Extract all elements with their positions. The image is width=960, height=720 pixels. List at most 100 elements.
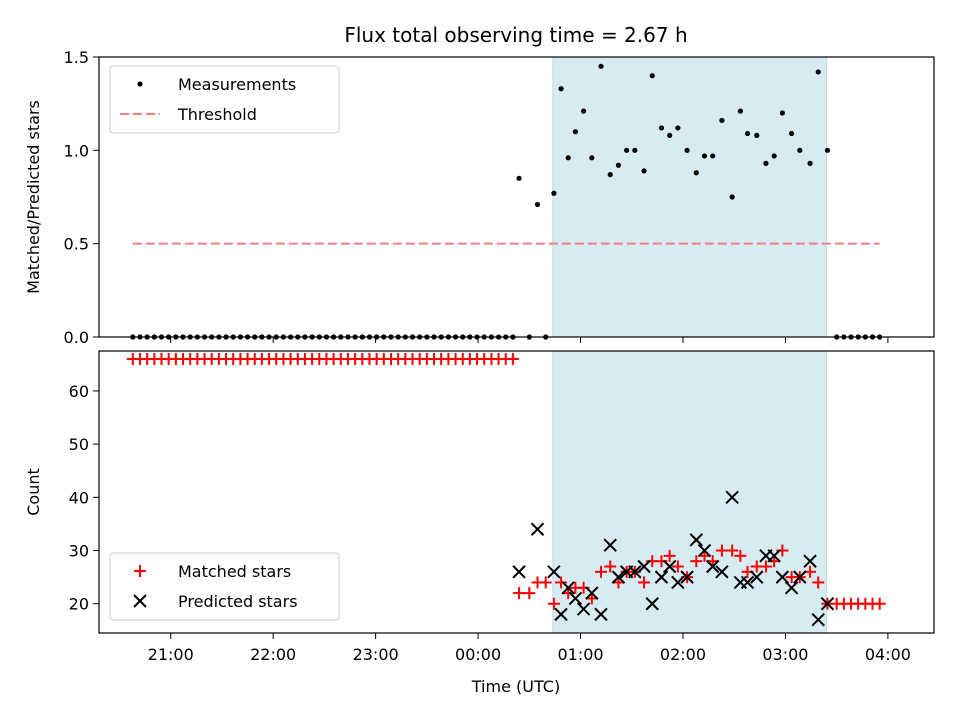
- predicted-star-point: [530, 522, 545, 536]
- measurement-point: [675, 125, 681, 131]
- measurement-point: [632, 147, 638, 153]
- legend: Measurements Threshold: [109, 65, 340, 134]
- matched-star-point: [638, 576, 651, 589]
- measurement-point: [581, 108, 587, 114]
- predicted-star-point: [715, 565, 729, 579]
- predicted-star-point: [775, 570, 790, 584]
- measurement-point: [658, 125, 665, 131]
- predicted-star-point: [645, 597, 659, 611]
- measurement-point: [737, 108, 743, 114]
- predicted-star-point: [740, 575, 755, 590]
- legend-marker: [134, 565, 146, 577]
- measurement-point: [624, 147, 630, 153]
- legend-box: [109, 65, 340, 134]
- series-measurements: [130, 63, 883, 340]
- measurement-point: [516, 175, 522, 181]
- y-tick-label: 20: [69, 595, 89, 614]
- matched-star-point: [506, 352, 519, 365]
- measurement-point: [815, 69, 821, 75]
- legend-entry: Matched stars: [134, 562, 291, 581]
- measurement-point: [779, 110, 785, 116]
- count-panel: 20 30 40 50 60 21:00 22:00 23:00 00:00 01:00 02:00…: [24, 350, 935, 664]
- predicted-star-point: [654, 570, 669, 584]
- predicted-star-point: [576, 602, 591, 616]
- measurement-point: [701, 153, 708, 159]
- y-tick-label: 40: [69, 488, 89, 507]
- legend-entry: Threshold: [120, 105, 257, 124]
- measurement-point: [744, 130, 751, 137]
- matched-star-point: [671, 560, 684, 573]
- matched-star-point: [726, 544, 739, 557]
- measurement-point: [534, 201, 541, 208]
- measurement-point: [607, 172, 613, 178]
- y-axis-label: Count: [24, 468, 43, 516]
- matched-star-point: [715, 544, 728, 557]
- x-tick-label: 00:00: [455, 645, 501, 664]
- measurement-point: [807, 160, 813, 166]
- y-tick-label: 1.0: [64, 141, 89, 160]
- matched-star-point: [555, 576, 568, 589]
- x-tick-label: 04:00: [865, 645, 911, 664]
- x-tick-label: 21:00: [148, 645, 194, 664]
- legend: Matched stars Predicted stars: [109, 552, 340, 621]
- measurement-point: [719, 117, 725, 124]
- matched-star-point: [690, 555, 703, 568]
- predicted-star-point: [594, 607, 608, 622]
- measurement-point: [763, 160, 769, 166]
- measurement-point: [667, 132, 673, 138]
- x-tick-label: 23:00: [353, 645, 399, 664]
- matched-star-point: [812, 576, 825, 589]
- measurement-point: [558, 86, 564, 92]
- measurement-point: [572, 129, 579, 135]
- y-tick-label: 60: [69, 382, 89, 401]
- measurement-point: [729, 194, 735, 200]
- matched-star-point: [663, 549, 676, 562]
- predicted-star-point: [547, 565, 561, 579]
- matched-star-point: [523, 587, 536, 600]
- measurement-point: [824, 147, 831, 153]
- x-tick-label: 02:00: [660, 645, 706, 664]
- predicted-star-point: [767, 549, 781, 563]
- matched-star-point: [873, 597, 886, 610]
- predicted-star-point: [628, 565, 642, 579]
- matched-star-point: [539, 576, 552, 589]
- predicted-star-point: [803, 554, 817, 568]
- matched-star-point: [759, 560, 772, 573]
- measurement-point: [565, 155, 571, 161]
- x-tick-label: 01:00: [557, 645, 603, 664]
- matched-star-point: [513, 587, 526, 600]
- y-axis-label: Matched/Predicted stars: [24, 100, 43, 294]
- predicted-star-point: [585, 586, 599, 600]
- predicted-star-point: [561, 581, 575, 595]
- predicted-star-point: [611, 570, 626, 584]
- x-tick-label: 03:00: [762, 645, 808, 664]
- predicted-star-point: [512, 565, 526, 579]
- measurement-point: [551, 190, 557, 196]
- predicted-star-point: [689, 533, 704, 547]
- legend-entry: Predicted stars: [133, 592, 298, 611]
- measurement-point: [684, 147, 690, 153]
- legend-label: Matched stars: [178, 562, 291, 581]
- matched-star-point: [604, 560, 617, 573]
- y-tick-label: 1.5: [64, 48, 89, 67]
- predicted-star-point: [811, 612, 825, 627]
- measurement-point: [754, 132, 760, 138]
- observing-span-shade: [552, 56, 827, 338]
- observing-span-shade: [552, 350, 827, 634]
- x-tick-label: 22:00: [250, 645, 296, 664]
- matched-star-point: [547, 597, 560, 610]
- matched-star-point: [734, 549, 747, 562]
- y-tick-label: 0.0: [64, 328, 89, 347]
- predicted-star-point: [680, 570, 694, 584]
- predicted-star-point: [820, 597, 835, 611]
- measurement-point: [771, 153, 777, 159]
- y-tick-label: 30: [69, 542, 89, 561]
- predicted-star-point: [793, 570, 807, 584]
- measurement-point: [615, 162, 622, 168]
- x-axis-label: Time (UTC): [471, 677, 560, 696]
- predicted-star-point: [637, 559, 651, 574]
- legend-label: Threshold: [177, 105, 257, 124]
- measurement-point: [797, 147, 803, 153]
- legend-box: [109, 552, 340, 621]
